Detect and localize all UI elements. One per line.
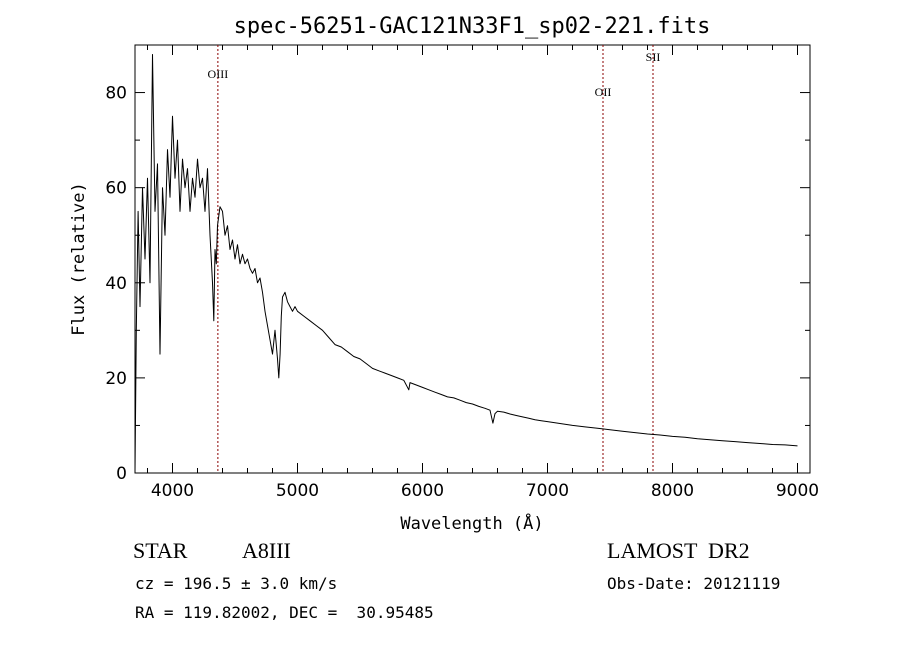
y-axis-label: Flux (relative) xyxy=(69,182,89,336)
y-tick-label: 80 xyxy=(105,84,127,104)
emission-line-markers: OIII OII SII xyxy=(208,45,661,473)
x-tick-label: 4000 xyxy=(151,481,194,501)
plot-frame xyxy=(134,44,811,474)
y-tick-label: 0 xyxy=(116,464,127,484)
coordinates: RA = 119.82002, DEC = 30.95485 xyxy=(135,603,434,622)
object-class: STAR xyxy=(133,538,188,563)
y-axis: 0 20 40 60 80 xyxy=(105,44,810,484)
observation-date: Obs-Date: 20121119 xyxy=(607,574,781,593)
line-marker-label: OIII xyxy=(208,67,229,81)
x-tick-label: 9000 xyxy=(776,481,819,501)
line-marker-label: SII xyxy=(646,50,661,64)
survey-name: LAMOST DR2 xyxy=(607,538,750,563)
spectrum-series xyxy=(134,54,798,474)
line-marker-label: OII xyxy=(595,85,612,99)
x-axis: 4000 5000 6000 7000 8000 9000 xyxy=(147,45,819,501)
x-tick-label: 6000 xyxy=(401,481,444,501)
x-tick-label: 7000 xyxy=(526,481,569,501)
spectral-subclass: A8III xyxy=(242,538,291,563)
x-tick-label: 5000 xyxy=(276,481,319,501)
y-tick-label: 40 xyxy=(105,274,127,294)
spectrum-line xyxy=(134,54,798,474)
y-tick-label: 20 xyxy=(105,369,127,389)
x-tick-label: 8000 xyxy=(651,481,694,501)
x-axis-label: Wavelength (Å) xyxy=(400,512,543,534)
chart-title: spec-56251-GAC121N33F1_sp02-221.fits xyxy=(234,14,711,39)
y-tick-label: 60 xyxy=(105,179,127,199)
redshift-cz: cz = 196.5 ± 3.0 km/s xyxy=(135,574,338,593)
